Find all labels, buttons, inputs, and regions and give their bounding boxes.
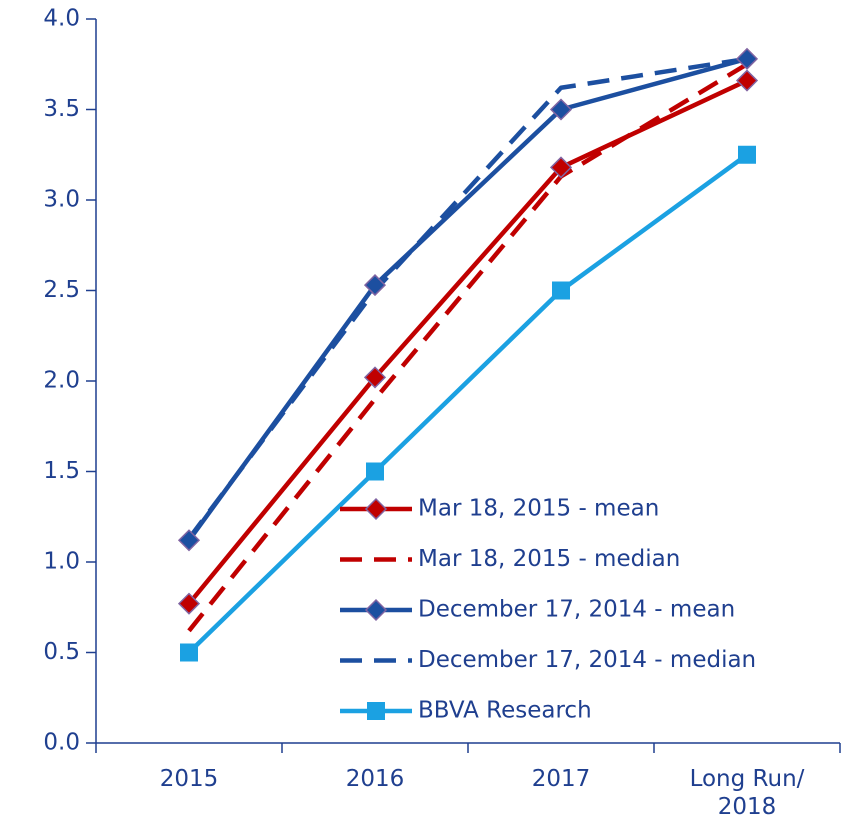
data-point [363,274,387,297]
legend-label: Mar 18, 2015 - median [418,546,680,572]
series-line [187,62,749,633]
y-tick-label: 3.5 [43,96,80,122]
series-line [187,56,748,540]
data-point [549,98,573,121]
legend-marker [367,702,385,720]
legend-label: December 17, 2014 - median [418,647,756,673]
data-point [363,366,387,389]
legend-marker [364,598,388,622]
y-tick-label: 0.5 [43,639,80,665]
legend-label: BBVA Research [418,698,592,724]
x-tick-label: 2015 [159,766,219,792]
legend-label: Mar 18, 2015 - mean [418,496,659,522]
data-point [366,462,384,481]
y-tick-label: 3.0 [43,187,80,213]
data-point [177,592,201,615]
x-tick-label: 2016 [345,766,405,792]
y-tick-label: 4.0 [43,6,80,32]
y-tick-label: 0.0 [43,730,80,756]
data-point [552,281,570,300]
data-point [735,69,759,92]
y-tick-label: 2.0 [43,368,80,394]
data-point [177,529,201,552]
legend-marker [364,497,388,521]
data-point [735,47,759,70]
data-point [549,156,573,179]
x-tick-label: 2017 [531,766,591,792]
x-tick-label: Long Run/ 2018 [689,766,805,820]
series-line [187,78,748,606]
y-tick-label: 2.5 [43,277,80,303]
data-point [180,643,198,662]
y-tick-label: 1.0 [43,549,80,575]
series-line [187,152,749,655]
legend-label: December 17, 2014 - mean [418,597,735,623]
series-line [187,56,748,542]
data-point [738,145,756,164]
y-tick-label: 1.5 [43,458,80,484]
